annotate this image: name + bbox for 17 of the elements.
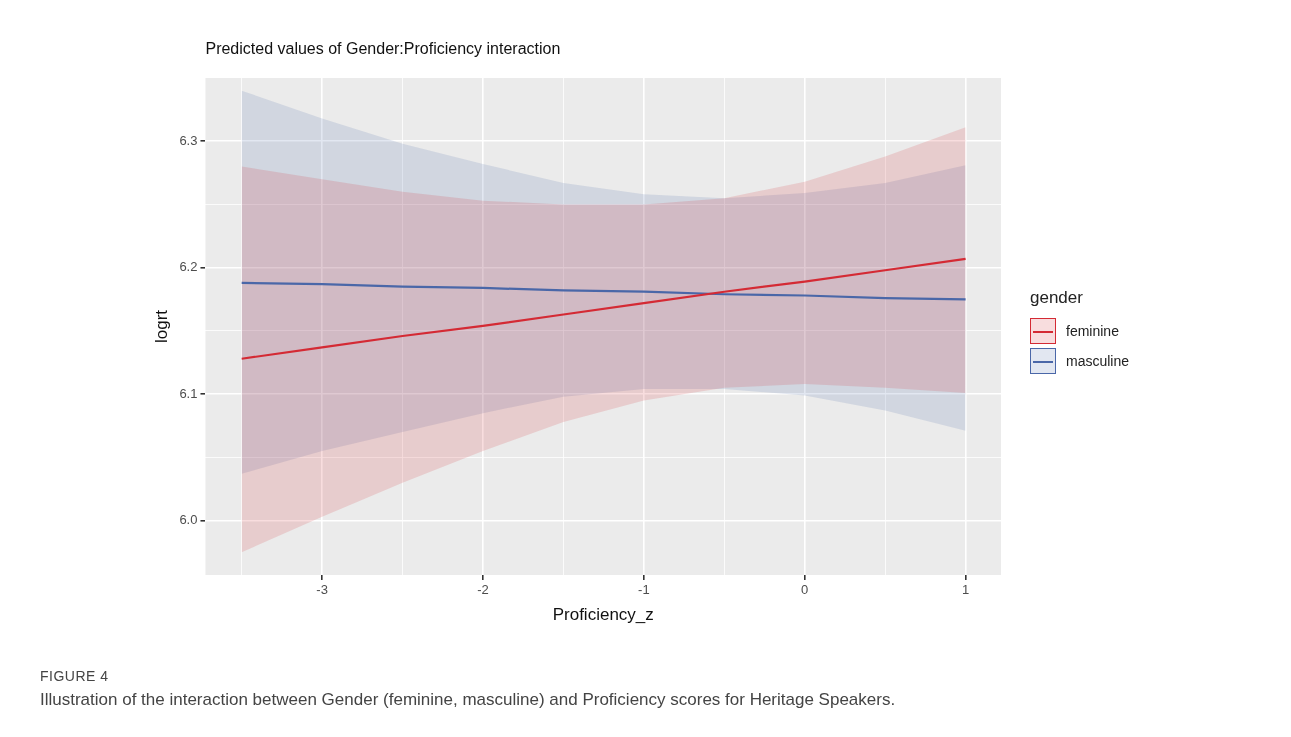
x-tick-label: -2 (477, 582, 489, 598)
y-tick-label: 6.3 (179, 132, 198, 148)
x-tick-label: -3 (316, 582, 328, 598)
chart-title: Predicted values of Gender:Proficiency interaction (205, 40, 561, 57)
x-axis-title: Proficiency_z (552, 605, 654, 625)
y-tick-label: 6.2 (179, 259, 198, 275)
x-tick-label: 1 (961, 582, 970, 598)
y-axis-title: logrt (151, 309, 171, 344)
legend-label: feminine (1066, 323, 1119, 339)
legend-title: gender (1030, 288, 1084, 308)
legend-label: masculine (1066, 353, 1130, 369)
x-tick-label: 0 (801, 582, 809, 598)
x-tick-label: -1 (638, 582, 650, 598)
y-tick-label: 6.1 (179, 385, 198, 401)
y-tick-label: 6.0 (179, 512, 198, 528)
caption: FIGURE 4 (40, 668, 110, 684)
text: Illustration of the interaction between Gender (feminine, masculine) and Proficiency scores for Heritage Speakers. (40, 690, 896, 710)
